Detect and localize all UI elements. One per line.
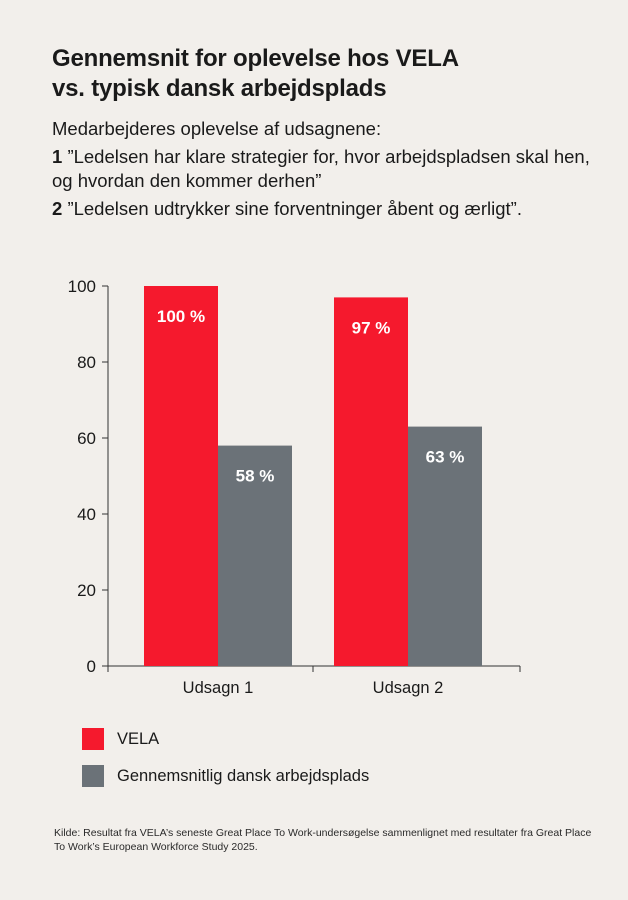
intro-lead: Medarbejderes oplevelse af udsagnene: — [52, 118, 382, 139]
statement-2-number: 2 — [52, 198, 63, 219]
data-label-typical-2: 63 % — [426, 448, 465, 467]
statement-1-number: 1 — [52, 146, 63, 167]
x-tick-label-2: Udsagn 2 — [373, 679, 444, 697]
intro-text: Medarbejderes oplevelse af udsagnene: 1 … — [52, 117, 592, 221]
bar-vela-2 — [334, 297, 408, 666]
legend-item-typical: Gennemsnitlig dansk arbejdsplads — [82, 763, 369, 789]
y-tick-label-80: 80 — [77, 353, 96, 372]
data-label-vela-2: 97 % — [352, 318, 391, 337]
y-tick-label-40: 40 — [77, 505, 96, 524]
source-note: Kilde: Resultat fra VELA’s seneste Great… — [54, 827, 592, 853]
bar-vela-1 — [144, 286, 218, 666]
legend-label-typical: Gennemsnitlig dansk arbejdsplads — [117, 766, 370, 785]
data-label-vela-1: 100 % — [157, 307, 205, 326]
title-line-1: Gennemsnit for oplevelse hos VELA — [52, 45, 459, 72]
y-tick-label-20: 20 — [77, 581, 96, 600]
y-tick-label-100: 100 — [68, 277, 96, 296]
statement-1: 1 ”Ledelsen har klare strategier for, hv… — [52, 145, 592, 193]
title-line-2: vs. typisk dansk arbejdsplads — [52, 75, 387, 102]
x-tick-label-1: Udsagn 1 — [183, 679, 254, 697]
bar-chart: 0 20 40 60 80 100 100 % 58 % Udsagn 1 97 % 63 % Uds… — [68, 277, 521, 697]
y-tick-label-60: 60 — [77, 429, 96, 448]
legend-item-vela: VELA — [82, 726, 369, 752]
legend-swatch-typical — [82, 765, 104, 787]
data-label-typical-1: 58 % — [236, 467, 275, 486]
statement-1-text: ”Ledelsen har klare strategier for, hvor… — [52, 146, 590, 191]
bar-typical-1 — [218, 445, 292, 666]
chart-title: Gennemsnit for oplevelse hos VELA vs. ty… — [52, 44, 592, 104]
legend: VELA Gennemsnitlig dansk arbejdsplads — [82, 726, 369, 800]
statement-2: 2 ”Ledelsen udtrykker sine forventninger… — [52, 197, 592, 221]
bar-typical-2 — [408, 426, 482, 666]
legend-swatch-vela — [82, 728, 104, 750]
legend-label-vela: VELA — [117, 729, 160, 748]
statement-2-text: ”Ledelsen udtrykker sine forventninger å… — [67, 198, 522, 219]
y-tick-label-0: 0 — [87, 657, 96, 676]
